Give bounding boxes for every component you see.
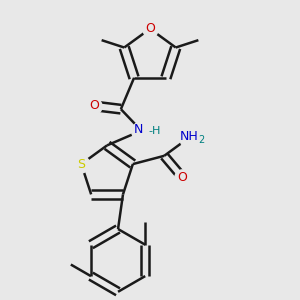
Text: O: O: [177, 171, 187, 184]
Text: N: N: [134, 124, 143, 136]
Text: O: O: [145, 22, 155, 35]
Text: S: S: [77, 158, 85, 171]
Text: O: O: [89, 99, 99, 112]
Text: 2: 2: [198, 135, 205, 145]
Text: NH: NH: [180, 130, 198, 143]
Text: -H: -H: [148, 126, 161, 136]
